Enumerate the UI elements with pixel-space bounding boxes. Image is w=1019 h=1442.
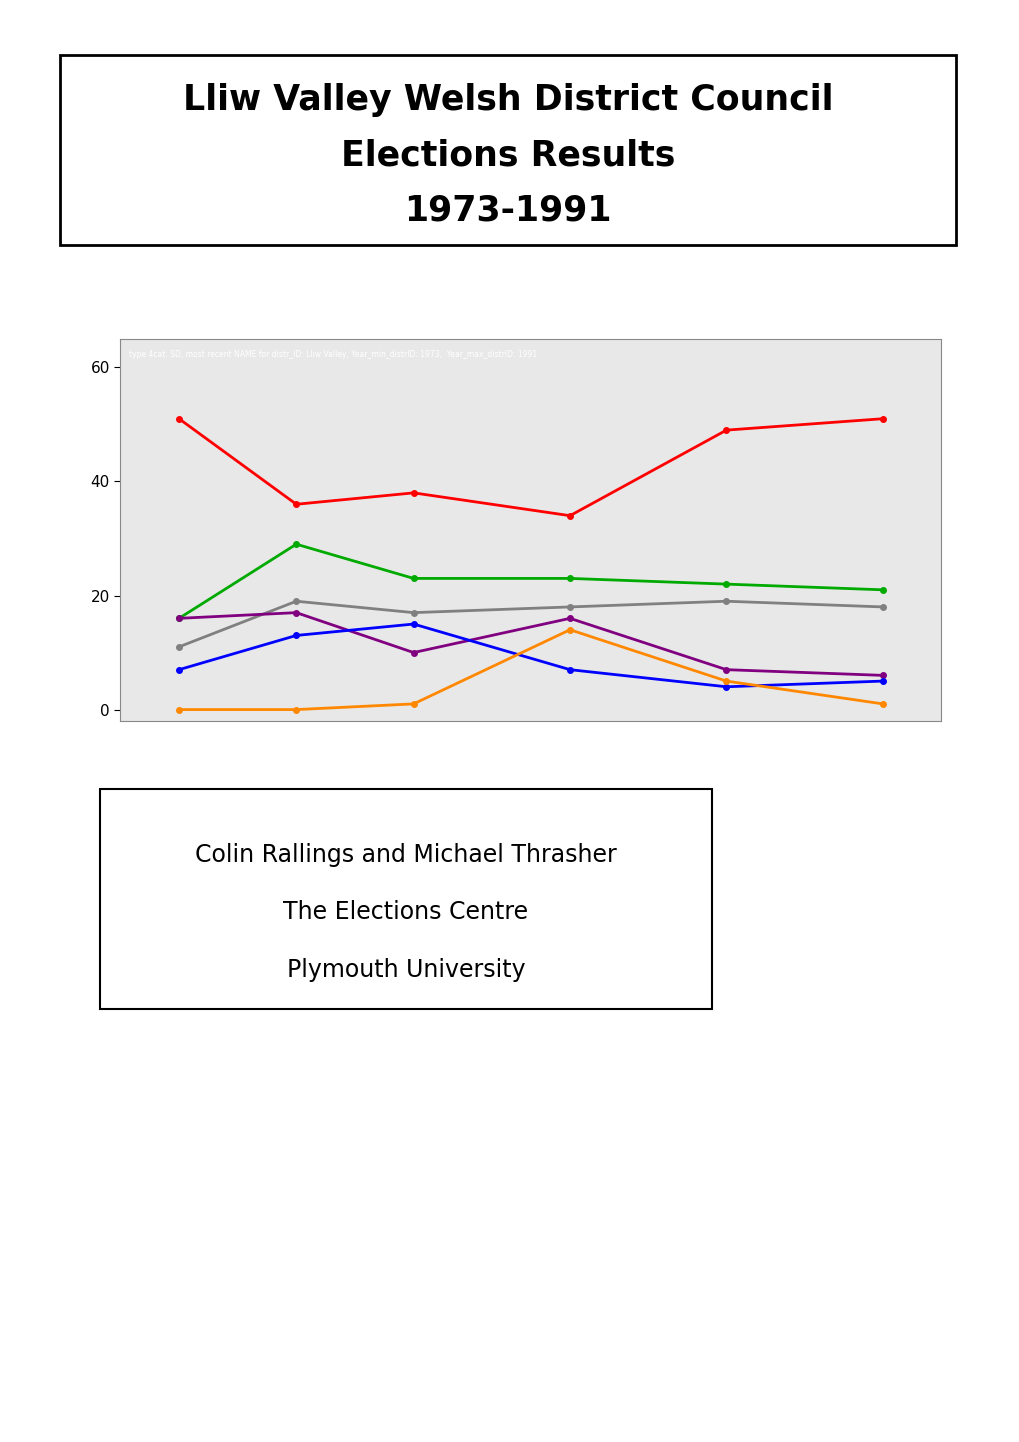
Text: 1973-1991: 1973-1991: [404, 193, 611, 228]
Text: The Elections Centre: The Elections Centre: [283, 900, 528, 924]
Text: Elections Results: Elections Results: [340, 138, 675, 173]
Text: type 4cat: SD, most recent NAME for distr_ID: Lliw Valley, Year_min_distrID: 197: type 4cat: SD, most recent NAME for dist…: [128, 350, 536, 359]
Text: Lliw Valley Welsh District Council: Lliw Valley Welsh District Council: [182, 84, 833, 117]
Text: Plymouth University: Plymouth University: [286, 957, 525, 982]
Text: Colin Rallings and Michael Thrasher: Colin Rallings and Michael Thrasher: [195, 844, 616, 867]
FancyBboxPatch shape: [60, 55, 955, 245]
FancyBboxPatch shape: [100, 789, 711, 1009]
